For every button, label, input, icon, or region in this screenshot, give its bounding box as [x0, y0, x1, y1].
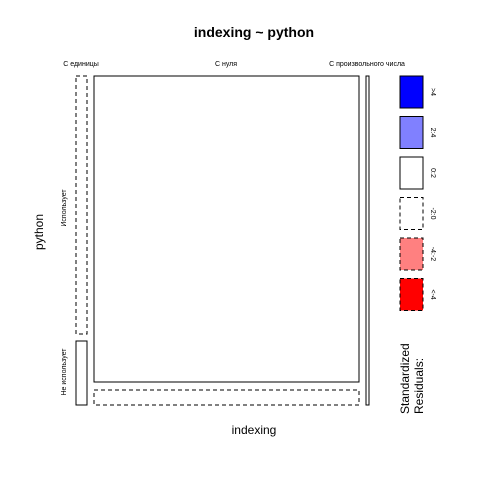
row-label-ispolzuet: Использует — [61, 189, 68, 227]
cell-s-nulya-ispolzuet — [93, 75, 360, 383]
legend-swatch — [399, 237, 424, 271]
legend-title: Standardized Residuals: — [398, 340, 426, 414]
legend-swatch — [399, 156, 424, 190]
legend-swatch — [399, 75, 424, 109]
column-label-s-nulya: С нуля — [215, 61, 237, 68]
legend-item-label: 0:2 — [429, 168, 436, 178]
legend: >4 2:4 0:2 -2:0 -4:-2 <-4 — [399, 75, 436, 311]
legend-item-label: -4:-2 — [429, 247, 436, 262]
cell-c-edinitsy-ne-ispolzuet — [75, 340, 88, 406]
legend-swatch — [399, 197, 424, 230]
cell-s-nulya-ne-ispolzuet — [93, 389, 360, 406]
y-axis-label: python — [32, 214, 46, 250]
legend-swatch — [399, 116, 424, 149]
legend-title-line-2: Residuals: — [412, 358, 426, 414]
legend-title-line-1: Standardized — [398, 343, 412, 414]
column-label-s-proizvolnogo: С произвольного числа — [329, 61, 405, 68]
chart-title: indexing ~ python — [194, 24, 314, 40]
legend-item-label: 2:4 — [429, 128, 436, 138]
legend-item-label: <-4 — [429, 289, 436, 299]
column-label-c-edinitsy: С единицы — [63, 61, 99, 68]
cell-c-edinitsy-ispolzuet — [75, 75, 88, 335]
x-axis-label: indexing — [232, 423, 277, 437]
legend-swatch — [399, 278, 424, 311]
legend-item-label: -2:0 — [429, 207, 436, 219]
row-label-ne-ispolzuet: Не использует — [61, 348, 68, 396]
legend-item-label: >4 — [429, 88, 436, 96]
cell-s-proizvolnogo-ispolzuet — [365, 75, 370, 406]
